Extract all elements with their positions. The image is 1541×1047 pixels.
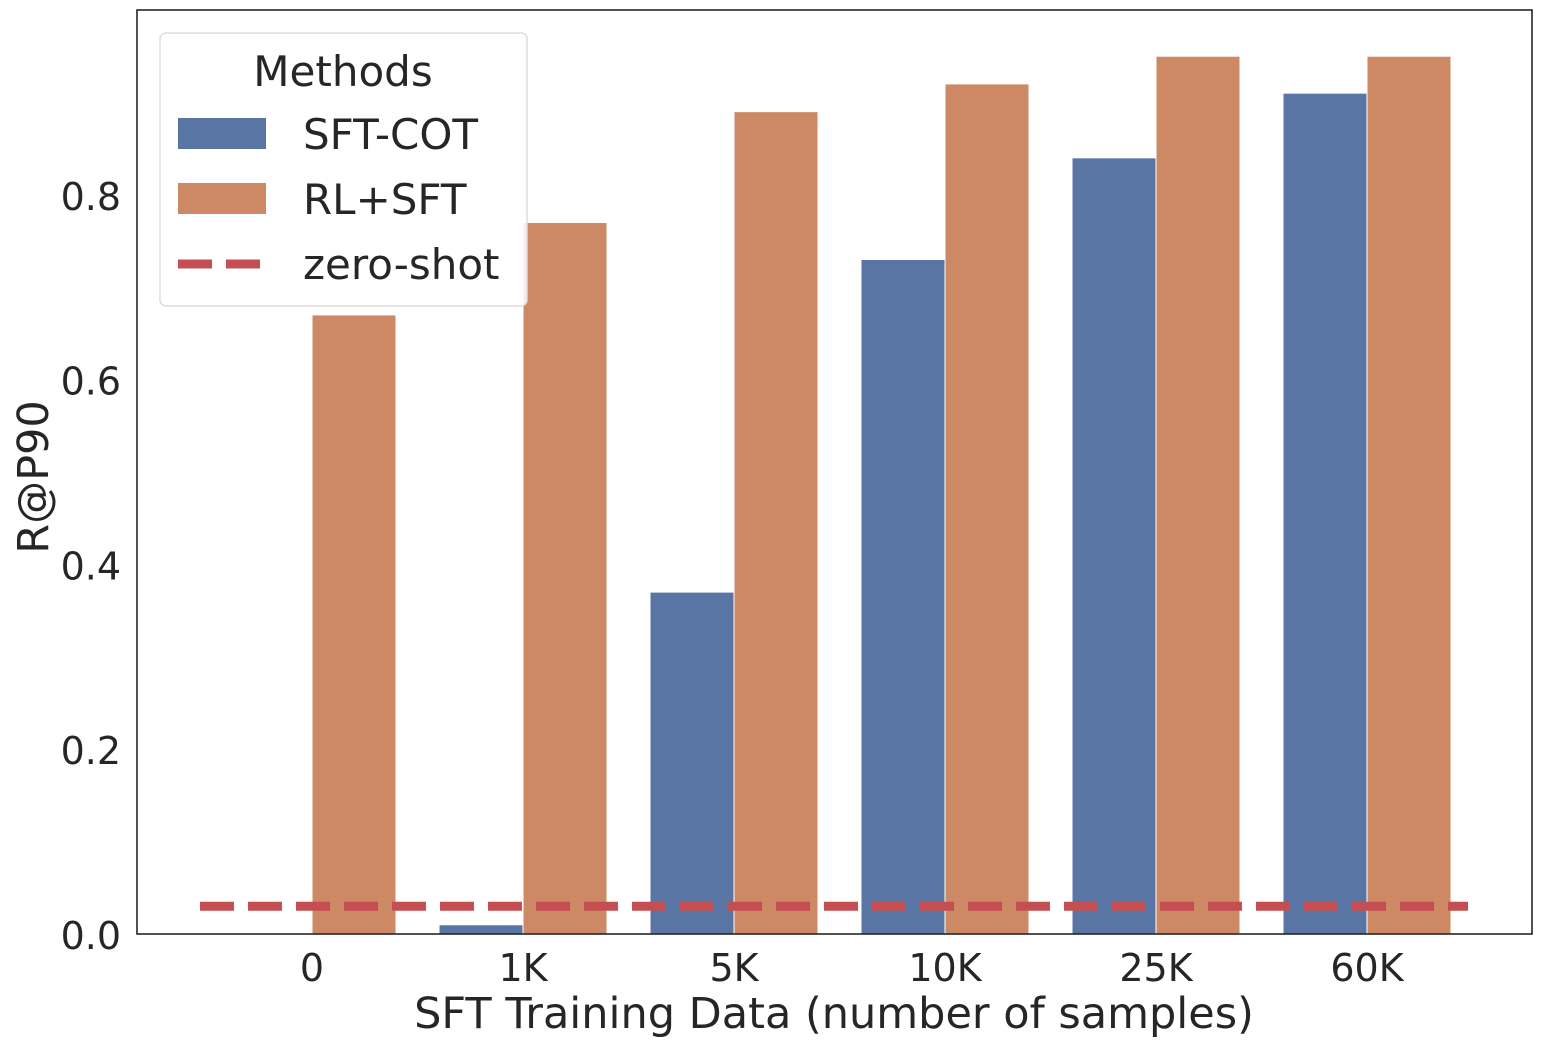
- y-tick-label: 0.6: [61, 360, 121, 404]
- legend-label-rl-sft: RL+SFT: [303, 175, 467, 224]
- bar-rl-sft-10k: [944, 83, 1030, 935]
- plot-frame: [136, 9, 1533, 935]
- y-tick-label: 0.2: [61, 729, 121, 773]
- x-tick-label: 60K: [1330, 946, 1404, 990]
- legend-label-sft-cot: SFT-COT: [303, 110, 478, 159]
- x-axis-ticks: 0 1K 5K 10K 25K 60K: [300, 946, 1405, 990]
- legend-swatch-rl-sft: [178, 183, 266, 214]
- legend-label-zero-shot: zero-shot: [303, 240, 500, 289]
- bar-sft-cot-1k: [438, 924, 524, 935]
- bars-group: [311, 55, 1452, 935]
- bar-rl-sft-1k: [522, 222, 608, 935]
- y-tick-label: 0.8: [61, 175, 121, 219]
- bar-rl-sft-0: [311, 314, 397, 935]
- bar-rl-sft-60k: [1366, 55, 1452, 935]
- legend: Methods SFT-COT RL+SFT zero-shot: [159, 32, 528, 307]
- x-tick-label: 5K: [709, 946, 759, 990]
- x-tick-label: 1K: [498, 946, 548, 990]
- bar-sft-cot-25k: [1071, 157, 1157, 935]
- legend-swatch-sft-cot: [178, 118, 266, 149]
- bar-sft-cot-10k: [860, 258, 946, 935]
- bar-rl-sft-5k: [733, 111, 819, 935]
- bar-sft-cot-5k: [649, 591, 735, 935]
- x-tick-label: 10K: [908, 946, 982, 990]
- bar-sft-cot-60k: [1282, 92, 1368, 935]
- y-tick-label: 0.0: [61, 914, 121, 958]
- x-tick-label: 0: [300, 946, 324, 990]
- legend-title: Methods: [253, 47, 432, 96]
- bar-rl-sft-25k: [1155, 55, 1241, 935]
- y-axis-ticks: 0.0 0.2 0.4 0.6 0.8: [61, 175, 121, 958]
- x-tick-label: 25K: [1119, 946, 1193, 990]
- y-tick-label: 0.4: [61, 544, 121, 588]
- x-axis-label: SFT Training Data (number of samples): [414, 989, 1254, 1039]
- y-axis-label: R@P90: [9, 400, 59, 554]
- legend-box: [159, 32, 528, 307]
